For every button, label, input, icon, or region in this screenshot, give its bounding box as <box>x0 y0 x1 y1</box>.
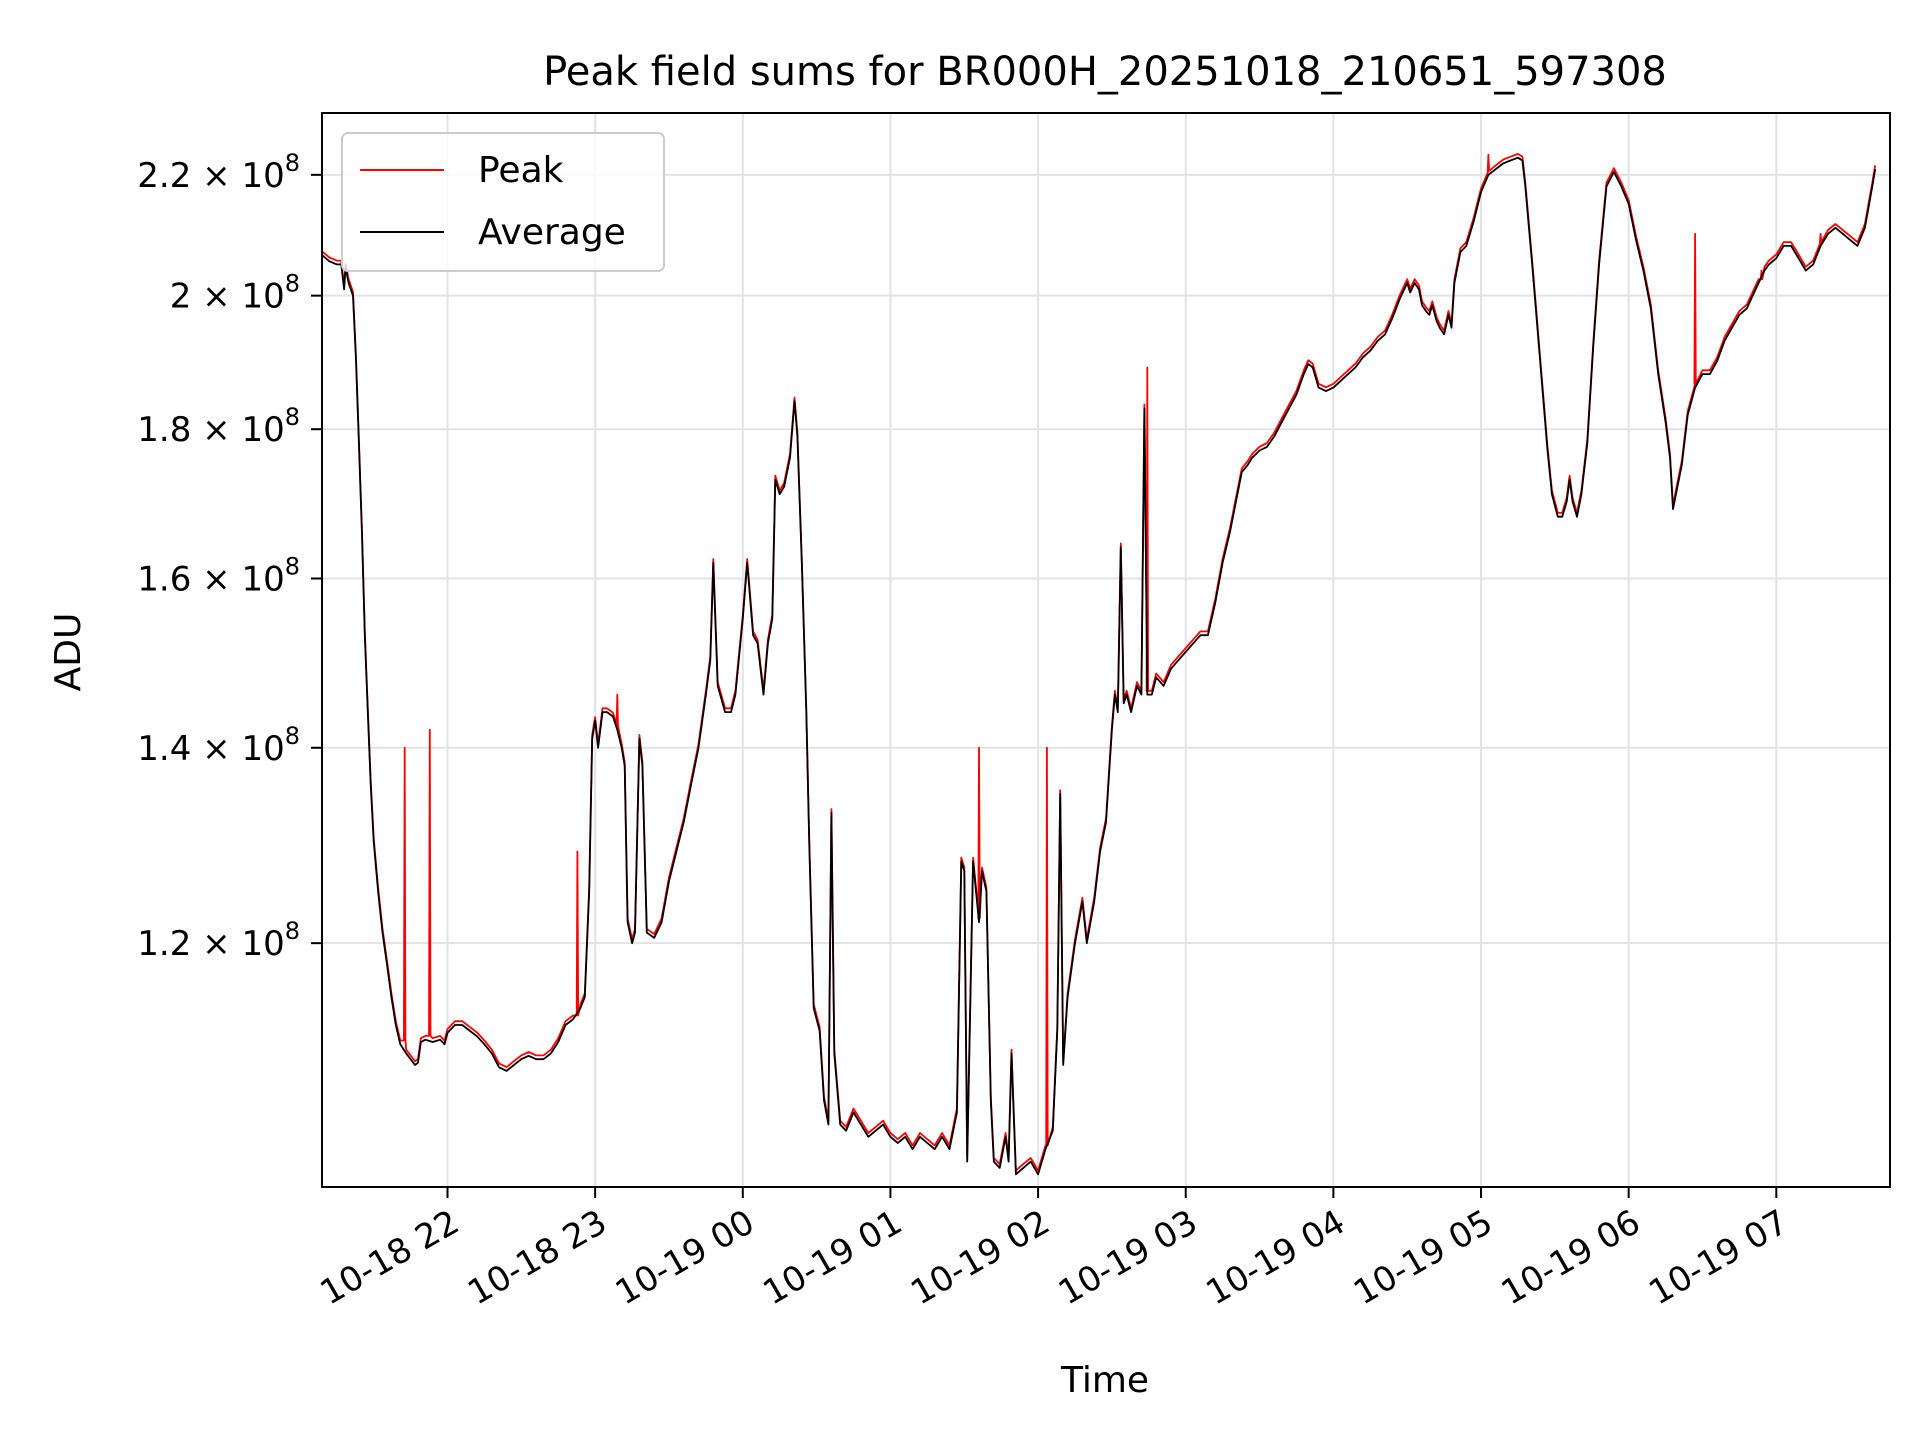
grid <box>322 113 1890 1187</box>
x-tick-label: 10-19 05 <box>1347 1202 1499 1313</box>
x-tick-label: 10-19 06 <box>1495 1202 1647 1313</box>
y-axis-ticks: 1.2 × 108 1.4 × 108 1.6 × 108 1.8 × 108 2 × … <box>137 149 322 964</box>
x-axis-label: Time <box>1060 1360 1149 1401</box>
legend-label-average: Average <box>478 212 626 253</box>
series-line-peak <box>322 152 1877 1172</box>
x-tick-label: 10-19 00 <box>609 1202 761 1313</box>
x-tick-label: 10-18 23 <box>461 1202 613 1313</box>
y-tick-label: 1.4 × 108 <box>137 722 300 769</box>
axes <box>321 112 1891 1188</box>
y-tick-label: 2 × 108 <box>170 270 300 317</box>
chart-title: Peak field sums for BR000H_20251018_2106… <box>543 49 1667 95</box>
y-tick-label: 1.2 × 108 <box>137 917 300 964</box>
legend-label-peak: Peak <box>478 150 564 191</box>
legend-box <box>341 132 665 272</box>
x-tick-label: 10-19 01 <box>757 1202 909 1313</box>
series-layer <box>322 152 1877 1176</box>
y-tick-label: 2.2 × 108 <box>137 149 300 196</box>
x-tick-label: 10-19 02 <box>904 1202 1056 1313</box>
x-tick-label: 10-19 03 <box>1052 1202 1204 1313</box>
x-tick-label: 10-19 04 <box>1199 1202 1351 1313</box>
y-tick-label: 1.8 × 108 <box>137 403 300 450</box>
y-tick-label: 1.6 × 108 <box>137 553 300 600</box>
x-tick-label: 10-18 22 <box>314 1202 466 1313</box>
legend: Peak Average <box>341 132 665 272</box>
x-tick-label: 10-19 07 <box>1642 1202 1794 1313</box>
y-axis-label: ADU <box>48 613 89 692</box>
plot-frame <box>321 112 1891 1188</box>
series-line-average <box>322 156 1877 1176</box>
